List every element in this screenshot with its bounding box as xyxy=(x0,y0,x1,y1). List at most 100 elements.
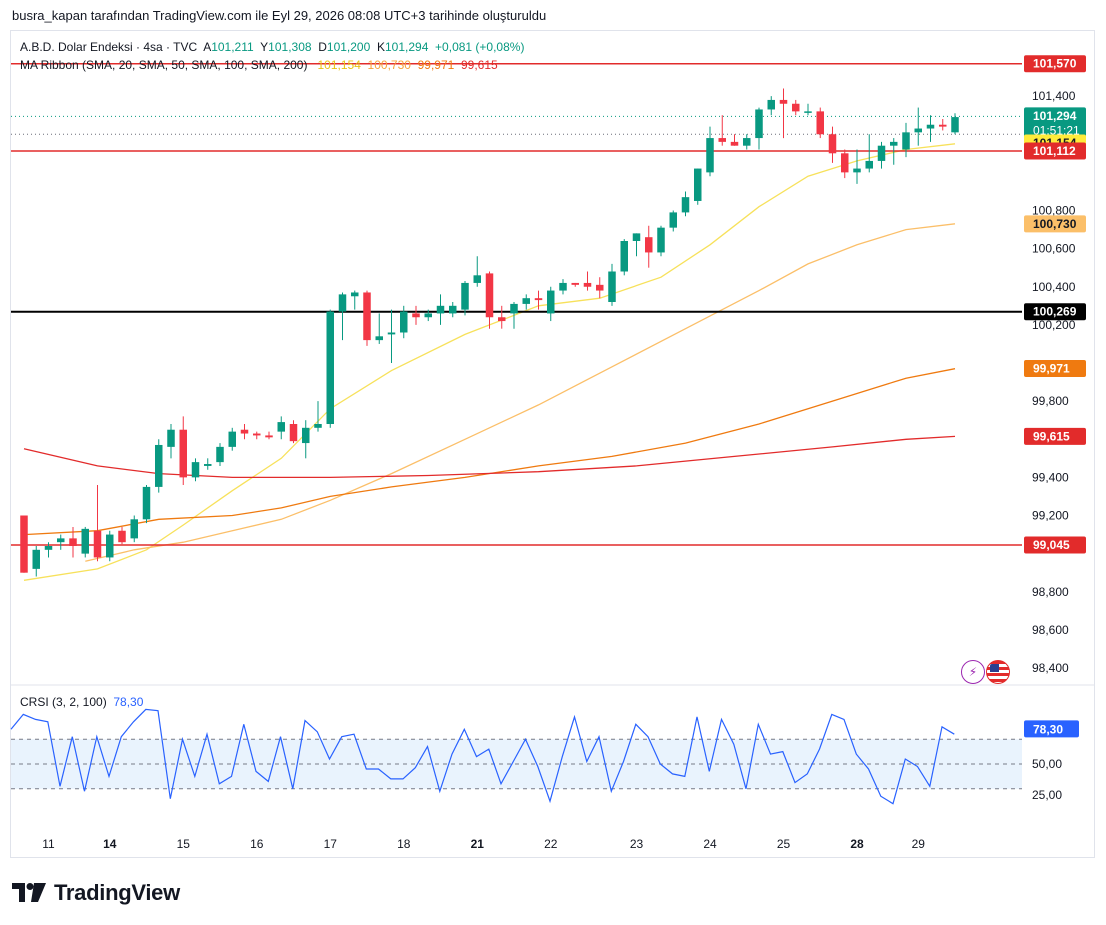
candle-body xyxy=(387,332,396,335)
candle-body xyxy=(81,528,89,554)
candle-body xyxy=(314,424,322,428)
change-value: +0,081 (+0,08%) xyxy=(435,40,525,54)
lightning-bolt-icon[interactable]: ⚡ xyxy=(961,660,985,684)
time-axis-label: 29 xyxy=(912,837,926,851)
candle-body xyxy=(142,486,151,520)
candle-body xyxy=(816,111,824,135)
ma-line-sma20 xyxy=(23,143,956,581)
rsi-value-tag-label: 78,30 xyxy=(1033,722,1063,736)
time-axis-label: 17 xyxy=(324,837,338,851)
ohlc-legend: A.B.D. Dolar Endeksi · 4sa · TVC A101,21… xyxy=(20,40,524,54)
crsi-value: 78,30 xyxy=(113,695,144,709)
price-tag xyxy=(1024,360,1086,378)
time-axis-label: 11 xyxy=(42,837,55,851)
countdown-label: 01:51:21 xyxy=(1033,123,1080,137)
candle-body xyxy=(571,282,579,285)
candle-body xyxy=(20,515,28,573)
candle-body xyxy=(914,128,922,133)
price-tag-label: 99,045 xyxy=(1033,538,1070,552)
candle-body xyxy=(902,132,910,150)
price-axis-label: 98,400 xyxy=(1032,661,1069,675)
candle-body xyxy=(694,168,702,201)
candle-body xyxy=(596,284,604,291)
price-tag-label: 99,971 xyxy=(1033,362,1070,376)
candle-body xyxy=(718,138,726,142)
candle-body xyxy=(608,271,616,302)
ma50-value: 100,730 xyxy=(367,58,411,72)
candle-body xyxy=(522,298,530,304)
us-flag-icon[interactable] xyxy=(986,660,1010,684)
candle-body xyxy=(890,141,898,146)
candle-body xyxy=(167,429,175,447)
candle-body xyxy=(93,530,102,558)
candle-body xyxy=(179,429,187,478)
candle-body xyxy=(865,160,873,169)
ma20-value: 101,154 xyxy=(317,58,361,72)
candle-body xyxy=(706,138,714,173)
candle-body xyxy=(351,292,359,297)
price-axis-label: 99,400 xyxy=(1032,470,1069,484)
candle-body xyxy=(730,141,739,146)
candle-body xyxy=(326,311,334,424)
ma-ribbon-name: MA Ribbon (SMA, 20, SMA, 50, SMA, 100, S… xyxy=(20,58,308,72)
time-axis-label: 21 xyxy=(471,837,485,851)
tradingview-wordmark: TradingView xyxy=(54,880,180,905)
price-tag xyxy=(1024,142,1086,160)
candle-body xyxy=(681,197,690,213)
candle-body xyxy=(767,99,775,110)
rsi-axis-label: 25,00 xyxy=(1032,788,1062,802)
candle-body xyxy=(473,275,481,283)
crsi-name: CRSI (3, 2, 100) xyxy=(20,695,107,709)
price-axis-label: 100,400 xyxy=(1032,280,1076,294)
candle-body xyxy=(620,241,628,272)
time-axis-label: 24 xyxy=(703,837,717,851)
price-tag-label: 100,730 xyxy=(1033,217,1077,231)
price-tag xyxy=(1024,427,1086,445)
price-axis-label: 98,600 xyxy=(1032,623,1069,637)
candle-body xyxy=(253,433,261,436)
candle-body xyxy=(44,546,53,550)
price-axis-label: 100,800 xyxy=(1032,204,1076,218)
rsi-axis-label: 50,00 xyxy=(1032,757,1062,771)
time-axis-label: 25 xyxy=(777,837,791,851)
open-label: A xyxy=(203,40,212,54)
candle-body xyxy=(632,233,641,241)
candle-body xyxy=(841,153,849,173)
time-axis-label: 14 xyxy=(103,837,117,851)
time-axis-label: 15 xyxy=(177,837,191,851)
time-axis-label: 23 xyxy=(630,837,644,851)
candle-body xyxy=(412,313,420,318)
candle-body xyxy=(951,117,959,133)
candle-body xyxy=(289,424,298,442)
candle-body xyxy=(216,446,224,463)
candle-body xyxy=(828,134,837,154)
open-value: 101,211 xyxy=(211,40,254,54)
candle-body xyxy=(424,313,432,318)
price-axis-label: 101,400 xyxy=(1032,89,1076,103)
candle-body xyxy=(265,435,273,438)
candle-body xyxy=(400,311,408,333)
time-axis-label: 18 xyxy=(397,837,411,851)
ma-line-sma50 xyxy=(85,223,956,562)
time-axis-label: 22 xyxy=(544,837,558,851)
candle-body xyxy=(926,124,935,129)
candle-body xyxy=(130,519,138,539)
candle-body xyxy=(118,530,126,543)
symbol-name[interactable]: A.B.D. Dolar Endeksi · 4sa · TVC xyxy=(20,40,198,54)
price-axis-label: 99,200 xyxy=(1032,509,1069,523)
candle-body xyxy=(510,303,518,314)
chart-caption: busra_kapan tarafından TradingView.com i… xyxy=(12,8,547,23)
crsi-line xyxy=(10,708,955,805)
price-tag-label: 99,615 xyxy=(1033,429,1070,443)
candle-body xyxy=(32,549,40,569)
candle-body xyxy=(191,462,200,478)
crsi-legend[interactable]: CRSI (3, 2, 100) 78,30 xyxy=(20,695,143,709)
high-label: Y xyxy=(260,40,269,54)
price-tag xyxy=(1024,55,1086,73)
candle-body xyxy=(449,305,457,314)
ma-ribbon-legend[interactable]: MA Ribbon (SMA, 20, SMA, 50, SMA, 100, S… xyxy=(20,58,498,72)
price-tag-label: 101,112 xyxy=(1033,144,1076,158)
low-label: D xyxy=(318,40,327,54)
candle-body xyxy=(657,227,665,253)
